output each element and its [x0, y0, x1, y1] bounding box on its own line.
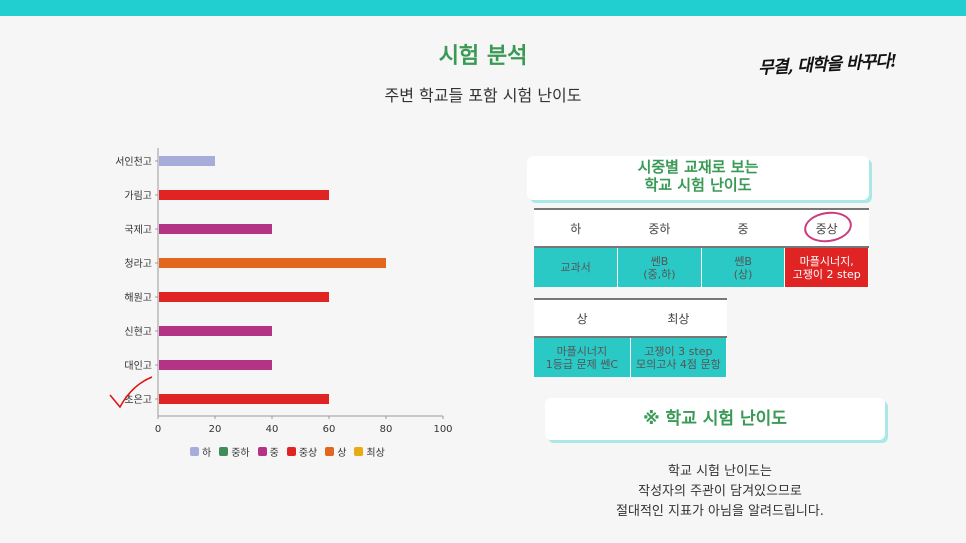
legend-swatch [257, 447, 267, 456]
legend-swatch [190, 447, 199, 456]
cell-line: 고쟁이 3 step [644, 344, 713, 358]
cell-line: (중,하) [643, 267, 676, 281]
cell-line: 1등급 문제 쎈C [545, 357, 619, 371]
bar-청라고 [159, 258, 386, 268]
bar-신현고 [159, 326, 272, 336]
x-tick-label: 60 [323, 424, 336, 435]
difficulty-table-2: 상 최상 마플시너지 1등급 문제 쎈C 고쟁이 3 step 모의고사 4점 문항 [534, 298, 728, 377]
legend-item: 중하 [219, 444, 250, 459]
legend-item: 상 [325, 444, 346, 459]
difficulty-table-1: 하 중하 중 중상 교과서 쎈B (중,하) 쎈B (상) 마플시너지, 고쟁이 2 … [534, 208, 869, 287]
x-tick-label: 100 [433, 424, 452, 435]
note-line: 학교 시험 난이도는 [668, 464, 772, 479]
cell-line: 마플시너지, [799, 254, 854, 268]
category-label: 청라고 [124, 258, 152, 270]
legend-item: 중상 [286, 444, 318, 459]
chart-legend: 하 중하 중 중상 상 최상 [190, 444, 385, 459]
legend-item: 최상 [354, 444, 385, 459]
cell-line: 마플시너지 [556, 344, 608, 358]
legend-item: 하 [190, 444, 211, 459]
heading-line-1: 시중별 교재로 보는 [637, 158, 759, 176]
bar-해원고 [159, 292, 329, 302]
legend-label: 중하 [231, 448, 250, 459]
legend-swatch [325, 447, 335, 456]
value-cell: 쎈B (중,하) [617, 247, 702, 287]
cell-line: 쎈B [734, 254, 752, 268]
legend-label: 중상 [298, 448, 318, 459]
bar-대인고 [159, 360, 272, 370]
bar-가림고 [159, 190, 329, 200]
cell-line: 모의고사 4점 문항 [635, 357, 721, 371]
header-cell: 중하 [617, 208, 702, 248]
header-cell: 최상 [630, 298, 727, 338]
x-tick-label: 20 [209, 424, 222, 435]
note-line: 절대적인 지표가 아님을 알려드립니다. [616, 504, 824, 519]
heading-line-2: 학교 시험 난이도 [644, 176, 752, 194]
cell-line: 교과서 [560, 261, 591, 274]
bar-서인천고 [159, 156, 215, 166]
bar-초은고 [159, 394, 329, 404]
value-cell: 고쟁이 3 step 모의고사 4점 문항 [630, 337, 728, 377]
header-cell: 상 [534, 298, 631, 338]
page-title: 시험 분석 [438, 44, 528, 69]
legend-label: 하 [202, 448, 212, 459]
legend-swatch [219, 447, 229, 456]
value-cell: 교과서 [534, 247, 619, 287]
header-cell: 중 [701, 208, 785, 248]
cell-line: 고쟁이 2 step [792, 267, 861, 281]
category-label: 초은고 [124, 394, 152, 406]
x-tick-label: 40 [266, 424, 279, 435]
header-cell: 하 [534, 208, 618, 248]
category-label: 가림고 [124, 190, 152, 202]
top-accent-bar [0, 0, 966, 16]
school-difficulty-heading: ※ 학교 시험 난이도 [545, 398, 885, 440]
cell-line: (상) [733, 267, 753, 281]
legend-item: 중 [257, 444, 279, 459]
x-tick-label: 80 [380, 424, 393, 435]
category-label: 국제고 [124, 224, 152, 236]
disclaimer-note: 학교 시험 난이도는 작성자의 주관이 담겨있으므로 절대적인 지표가 아님을 … [570, 462, 870, 522]
x-tick-label: 0 [155, 424, 161, 435]
category-label: 서인천고 [115, 156, 152, 168]
value-cell-highlight: 마플시너지, 고쟁이 2 step [784, 247, 869, 287]
legend-swatch [286, 447, 296, 456]
category-label: 대인고 [124, 360, 152, 372]
page-subtitle: 주변 학교들 포함 시험 난이도 [384, 86, 582, 105]
legend-label: 최상 [366, 448, 385, 459]
legend-label: 중 [269, 448, 279, 459]
bar-국제고 [159, 224, 272, 234]
cell-line: 쎈B [650, 254, 669, 268]
header-cell: 중상 [784, 208, 869, 248]
value-cell: 쎈B (상) [701, 247, 786, 287]
note-line: 작성자의 주관이 담겨있으므로 [638, 484, 802, 499]
category-label: 해원고 [124, 291, 152, 304]
category-label: 신현고 [124, 326, 152, 338]
legend-swatch [354, 447, 364, 456]
legend-label: 상 [337, 448, 347, 459]
value-cell: 마플시너지 1등급 문제 쎈C [534, 337, 631, 377]
check-mark-annotation [109, 376, 153, 409]
textbook-difficulty-heading: 시중별 교재로 보는 학교 시험 난이도 [527, 156, 869, 200]
